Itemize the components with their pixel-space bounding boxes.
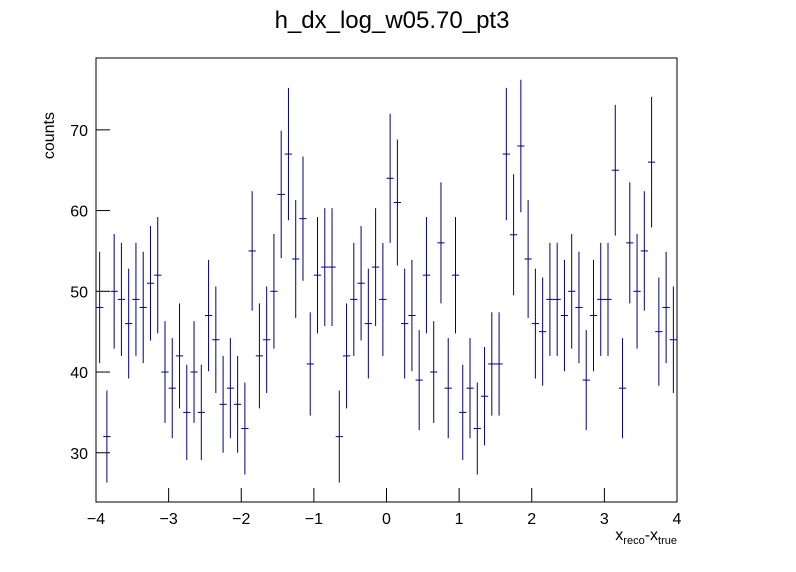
x-tick-label: −1 bbox=[305, 511, 323, 528]
y-tick-label: 30 bbox=[70, 446, 88, 463]
x-label-part: -x bbox=[645, 527, 658, 544]
x-label-subscript: reco bbox=[623, 535, 644, 547]
y-tick-label: 70 bbox=[70, 123, 88, 140]
x-tick-label: 3 bbox=[600, 511, 609, 528]
x-label-subscript: true bbox=[658, 535, 677, 547]
y-tick-label: 40 bbox=[70, 365, 88, 382]
x-axis-label: xreco-xtrue bbox=[615, 527, 677, 547]
x-tick-label: −2 bbox=[232, 511, 250, 528]
x-tick-label: −3 bbox=[160, 511, 178, 528]
x-tick-label: 2 bbox=[527, 511, 536, 528]
x-tick-label: −4 bbox=[87, 511, 105, 528]
x-tick-label: 0 bbox=[382, 511, 391, 528]
chart-title: h_dx_log_w05.70_pt3 bbox=[275, 7, 510, 34]
x-tick-label: 4 bbox=[673, 511, 682, 528]
y-axis-label: counts bbox=[41, 112, 58, 159]
y-tick-label: 60 bbox=[70, 204, 88, 221]
x-label-part: x bbox=[615, 527, 623, 544]
y-tick-label: 50 bbox=[70, 284, 88, 301]
x-tick-label: 1 bbox=[455, 511, 464, 528]
